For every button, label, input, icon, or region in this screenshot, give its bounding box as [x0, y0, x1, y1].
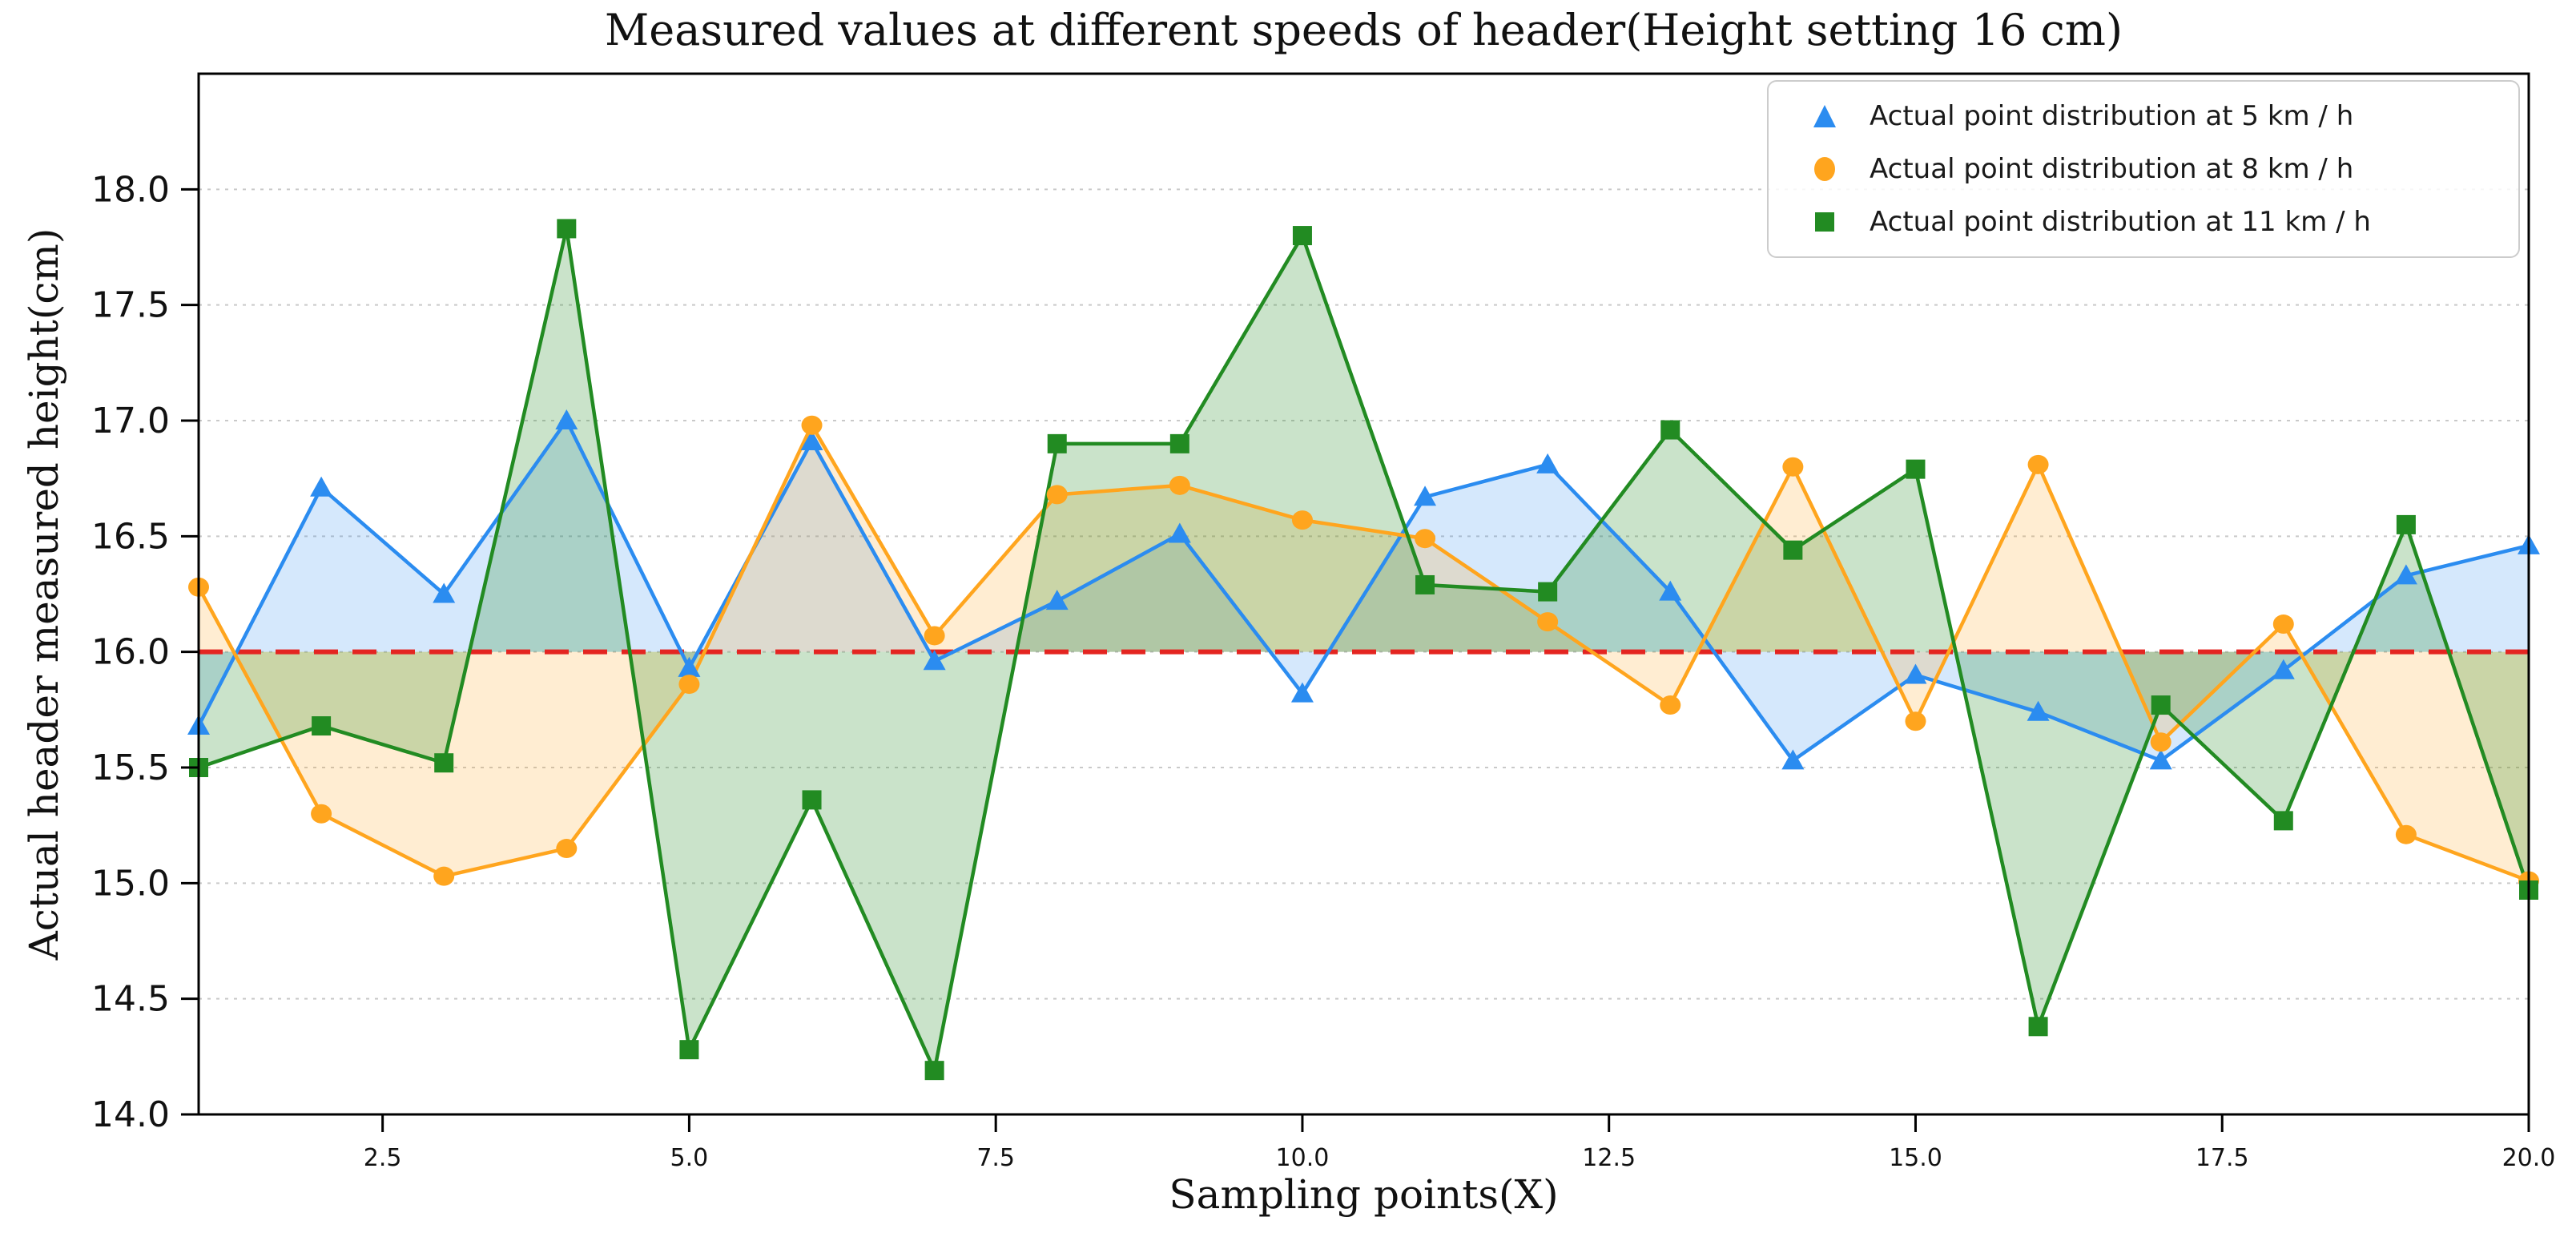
data-point-circle	[433, 866, 455, 886]
y-tick-label: 17.5	[91, 285, 170, 326]
x-tick-label: 17.5	[2196, 1144, 2249, 1172]
x-tick-label: 10.0	[1276, 1144, 1330, 1172]
data-point-triangle	[923, 650, 946, 671]
data-point-triangle	[1659, 580, 1682, 601]
legend-item-11kmh: Actual point distribution at 11 km / h	[1769, 206, 2518, 238]
data-point-square	[1047, 433, 1067, 453]
data-point-circle	[924, 626, 945, 646]
data-point-circle	[2150, 732, 2171, 752]
legend-label: Actual point distribution at 5 km / h	[1870, 100, 2354, 132]
data-point-triangle	[2027, 700, 2050, 721]
legend-marker-circle-icon	[1814, 157, 1835, 181]
x-tick-label: 5.0	[670, 1144, 709, 1172]
x-tick-label: 2.5	[364, 1144, 402, 1172]
data-point-triangle	[1414, 486, 1437, 506]
x-tick-label: 20.0	[2502, 1144, 2556, 1172]
data-point-circle	[2272, 614, 2294, 635]
data-point-triangle	[1045, 590, 1069, 610]
data-point-circle	[1660, 695, 1681, 715]
data-point-triangle	[1904, 663, 1927, 684]
y-tick-label: 15.5	[91, 747, 170, 788]
data-point-circle	[2027, 454, 2049, 474]
data-point-circle	[801, 415, 823, 435]
data-point-triangle	[1168, 522, 1191, 543]
data-point-square	[802, 790, 822, 810]
data-point-triangle	[555, 409, 578, 429]
series-line-1	[196, 423, 2531, 883]
y-tick-label: 15.0	[91, 863, 170, 904]
y-tick-label: 17.0	[91, 401, 170, 441]
legend-marker-square-icon	[1815, 212, 1834, 232]
x-tick-label: 12.5	[1582, 1144, 1636, 1172]
data-point-square	[2151, 695, 2171, 715]
data-point-circle	[311, 804, 332, 824]
data-point-square	[1169, 433, 1189, 453]
data-point-square	[557, 219, 577, 239]
series-fill-1	[199, 425, 2529, 881]
data-point-square	[1292, 226, 1312, 246]
data-point-circle	[556, 839, 578, 859]
data-point-circle	[2395, 824, 2417, 844]
legend-label: Actual point distribution at 11 km / h	[1870, 206, 2371, 238]
y-tick-label: 14.0	[91, 1094, 170, 1135]
data-point-circle	[1169, 475, 1190, 495]
series-line-2	[196, 227, 2531, 1073]
data-point-triangle	[310, 476, 333, 497]
x-tick-label: 15.0	[1889, 1144, 1942, 1172]
data-point-triangle	[678, 656, 701, 677]
x-tick-label: 7.5	[976, 1144, 1015, 1172]
data-point-triangle	[1781, 749, 1805, 770]
series-line-0	[196, 418, 2531, 763]
legend-label: Actual point distribution at 8 km / h	[1870, 153, 2354, 185]
data-point-square	[1538, 582, 1558, 602]
data-point-square	[2273, 811, 2293, 831]
data-point-square	[434, 753, 454, 773]
data-point-triangle	[2149, 749, 2172, 770]
data-point-square	[1906, 459, 1926, 479]
y-tick-label: 16.0	[91, 632, 170, 673]
data-point-triangle	[1290, 682, 1314, 703]
legend-marker-triangle-icon	[1813, 105, 1836, 127]
y-tick-label: 16.5	[91, 516, 170, 557]
data-point-square	[924, 1061, 944, 1081]
data-point-triangle	[433, 582, 456, 603]
legend-item-5kmh: Actual point distribution at 5 km / h	[1769, 100, 2518, 132]
data-point-circle	[1046, 485, 1068, 505]
y-tick-label: 18.0	[91, 169, 170, 210]
data-point-circle	[1782, 457, 1804, 477]
y-tick-label: 14.5	[91, 979, 170, 1020]
data-point-square	[1415, 574, 1435, 594]
data-point-square	[2028, 1017, 2048, 1037]
data-point-triangle	[2394, 564, 2417, 585]
data-point-triangle	[2272, 659, 2295, 679]
data-point-triangle	[1536, 453, 1560, 473]
data-point-square	[1783, 540, 1803, 560]
chart-title: Measured values at different speeds of h…	[604, 5, 2123, 55]
y-axis-label: Actual header measured height(cm)	[21, 228, 67, 961]
data-point-circle	[1537, 612, 1559, 632]
data-point-circle	[1905, 711, 1926, 731]
data-point-circle	[678, 675, 700, 695]
data-point-square	[2396, 514, 2416, 534]
data-point-square	[679, 1040, 699, 1060]
plot-border	[197, 72, 2530, 1116]
data-point-triangle	[800, 429, 823, 450]
data-point-square	[312, 716, 332, 736]
x-axis-label: Sampling points(X)	[1169, 1171, 1559, 1218]
legend: Actual point distribution at 5 km / h Ac…	[1767, 80, 2520, 258]
legend-item-8kmh: Actual point distribution at 8 km / h	[1769, 153, 2518, 185]
data-point-circle	[1291, 510, 1313, 530]
series-fill-0	[199, 421, 2529, 761]
data-point-circle	[1415, 529, 1436, 549]
data-point-square	[1660, 420, 1680, 440]
